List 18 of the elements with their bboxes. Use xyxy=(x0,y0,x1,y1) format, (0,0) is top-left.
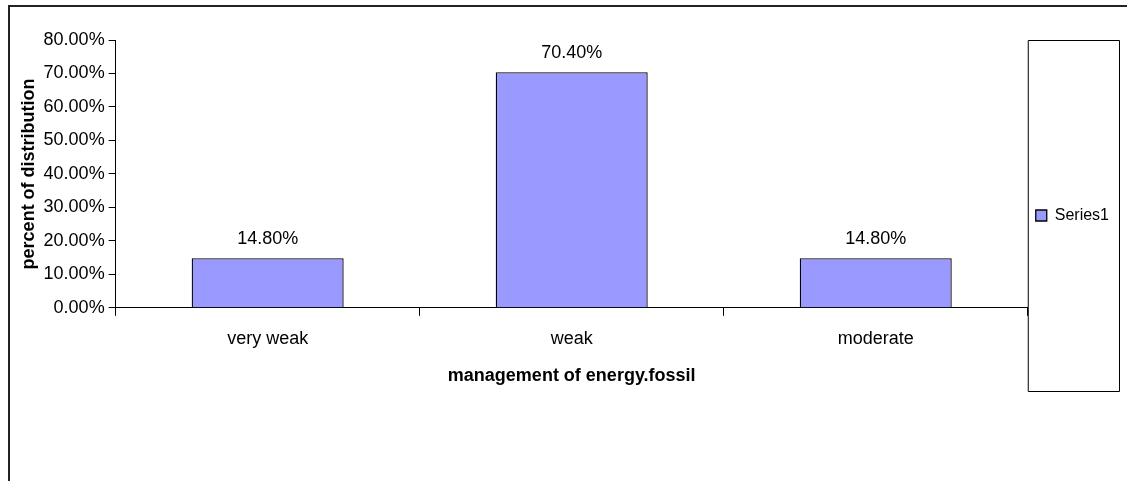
y-tick-label: 10.00% xyxy=(43,263,105,284)
y-tick-label: 80.00% xyxy=(43,28,105,49)
x-axis-title: management of energy.fossil xyxy=(447,365,696,386)
y-axis-title: percent of distribution xyxy=(17,78,38,270)
data-label: 14.80% xyxy=(845,228,907,249)
x-tick-label: weak xyxy=(549,327,594,348)
x-tick-label: very weak xyxy=(227,327,310,348)
y-tick-label: 20.00% xyxy=(43,229,105,250)
legend-label: Series1 xyxy=(1054,205,1110,223)
data-label: 14.80% xyxy=(237,228,299,249)
y-tick-label: 30.00% xyxy=(43,196,105,217)
data-label: 70.40% xyxy=(541,42,603,63)
y-tick-label: 40.00% xyxy=(43,162,105,183)
y-tick-label: 60.00% xyxy=(43,95,105,116)
y-tick-label: 0.00% xyxy=(53,296,105,317)
y-tick-label: 50.00% xyxy=(43,129,105,150)
y-tick-label: 70.00% xyxy=(43,62,105,83)
x-tick-label: moderate xyxy=(837,327,914,348)
